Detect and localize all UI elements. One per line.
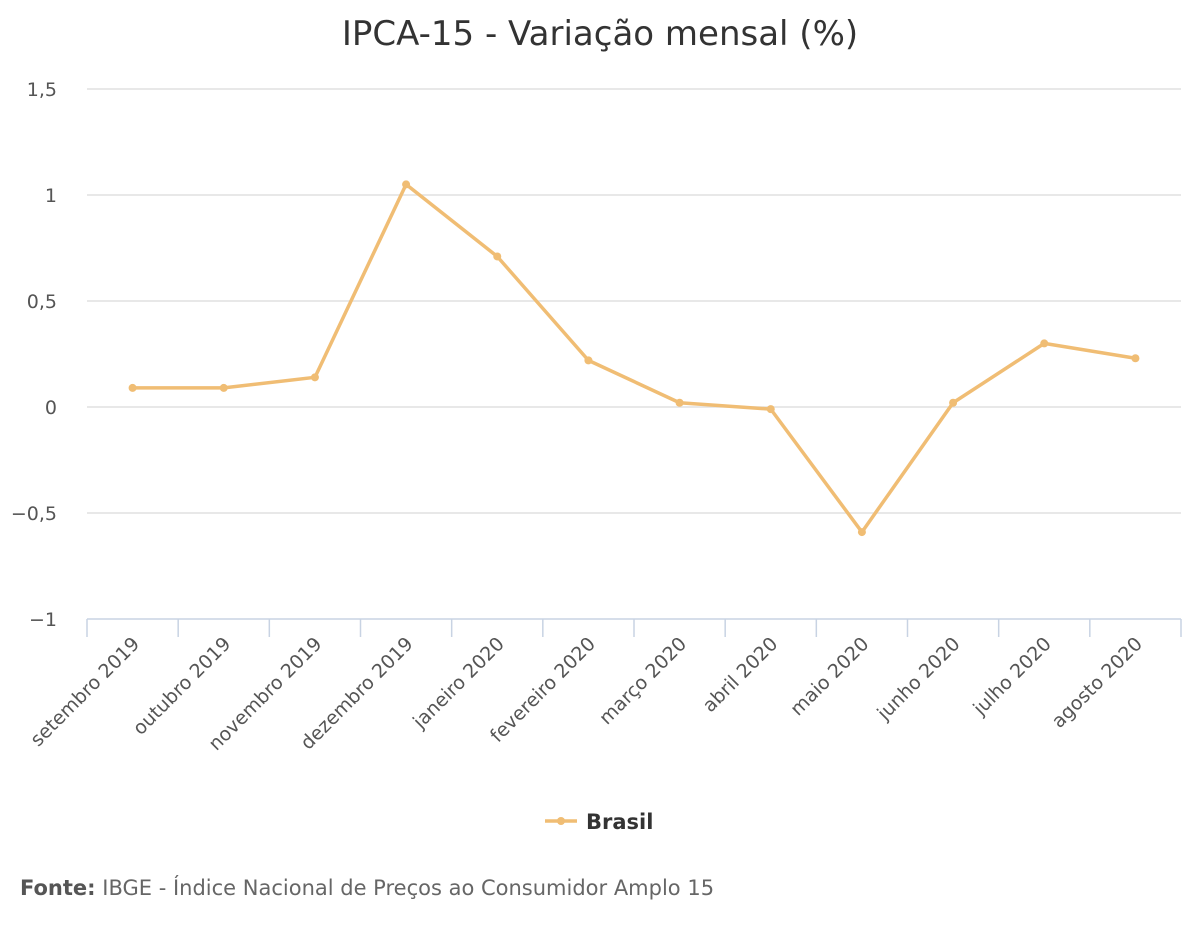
source-label: Fonte: xyxy=(20,876,96,900)
data-point[interactable] xyxy=(1040,339,1049,348)
data-point[interactable] xyxy=(857,528,866,537)
data-point[interactable] xyxy=(493,252,502,261)
legend-swatch-marker xyxy=(557,817,565,825)
data-point[interactable] xyxy=(949,398,958,407)
x-tick-label: setembro 2019 xyxy=(26,633,144,751)
y-tick-label: −1 xyxy=(29,609,57,631)
source-text: IBGE - Índice Nacional de Preços ao Cons… xyxy=(102,876,715,900)
y-tick-label: 0,5 xyxy=(27,291,57,313)
x-tick-label: agosto 2020 xyxy=(1047,633,1146,732)
y-tick-label: 0 xyxy=(45,397,57,419)
legend-label-brasil[interactable]: Brasil xyxy=(586,810,653,834)
data-point[interactable] xyxy=(310,373,319,382)
data-point[interactable] xyxy=(675,398,684,407)
x-tick-label: junho 2020 xyxy=(872,633,964,725)
x-tick-label: julho 2020 xyxy=(968,633,1055,720)
y-tick-label: 1,5 xyxy=(27,79,57,101)
y-tick-label: −0,5 xyxy=(11,503,57,525)
data-point[interactable] xyxy=(584,356,593,365)
y-axis: 1,5 1 0,5 0 −0,5 −1 xyxy=(11,79,57,631)
series-line[interactable] xyxy=(130,182,1138,534)
y-tick-label: 1 xyxy=(45,185,57,207)
data-point[interactable] xyxy=(1131,354,1140,363)
legend[interactable]: Brasil xyxy=(545,810,653,834)
gridlines xyxy=(87,88,1181,514)
series-brasil[interactable] xyxy=(128,180,1140,537)
x-tick-label: abril 2020 xyxy=(699,633,783,717)
data-point[interactable] xyxy=(128,383,137,392)
x-tick-label: janeiro 2020 xyxy=(408,633,509,734)
data-point[interactable] xyxy=(219,383,228,392)
data-point[interactable] xyxy=(766,405,775,414)
x-tick-label: maio 2020 xyxy=(786,633,873,720)
chart-title: IPCA-15 - Variação mensal (%) xyxy=(341,14,859,54)
data-point[interactable] xyxy=(402,180,411,189)
x-tick-label: março 2020 xyxy=(595,633,691,729)
source-note: Fonte: IBGE - Índice Nacional de Preços … xyxy=(20,876,714,900)
